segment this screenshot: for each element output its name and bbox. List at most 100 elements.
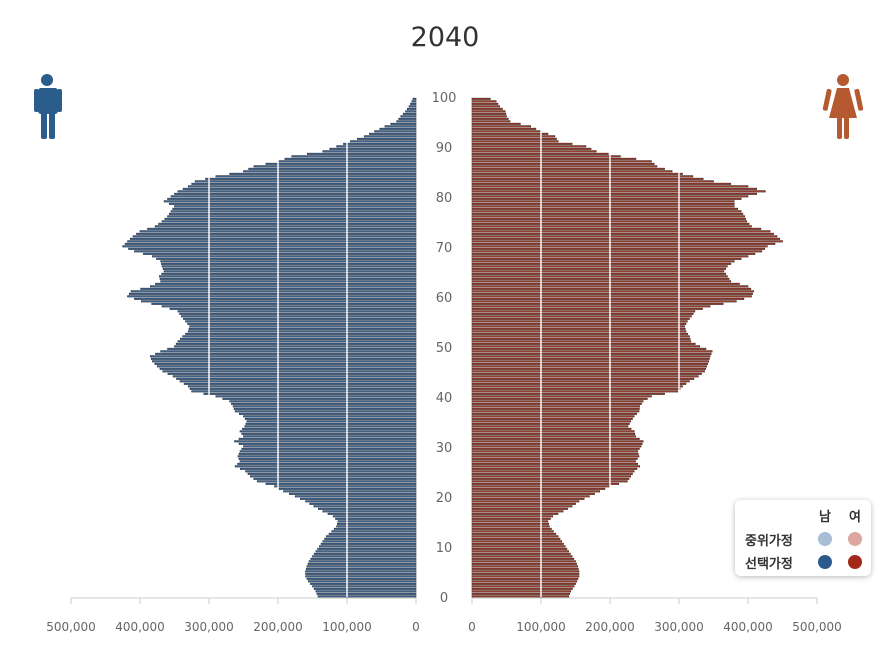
female-bar[interactable] <box>471 157 637 160</box>
male-bar[interactable] <box>152 255 417 258</box>
female-bar[interactable] <box>471 200 735 203</box>
male-bar[interactable] <box>412 97 417 100</box>
male-bar[interactable] <box>177 310 417 313</box>
female-bar[interactable] <box>471 240 783 243</box>
female-bar[interactable] <box>471 515 554 518</box>
female-bar[interactable] <box>471 397 648 400</box>
male-bar[interactable] <box>185 332 417 335</box>
male-bar[interactable] <box>215 395 417 398</box>
female-bar[interactable] <box>471 580 578 583</box>
female-bar[interactable] <box>471 272 726 275</box>
male-bar[interactable] <box>232 405 417 408</box>
female-bar[interactable] <box>471 425 629 428</box>
male-bar[interactable] <box>369 132 417 135</box>
male-bar[interactable] <box>319 545 417 548</box>
male-bar[interactable] <box>265 482 417 485</box>
female-bar[interactable] <box>471 495 590 498</box>
male-bar[interactable] <box>185 320 417 323</box>
male-bar[interactable] <box>161 262 417 265</box>
female-bar[interactable] <box>471 350 713 353</box>
male-bar[interactable] <box>336 525 417 528</box>
female-bar[interactable] <box>471 430 635 433</box>
female-bar[interactable] <box>471 247 765 250</box>
male-bar[interactable] <box>161 272 417 275</box>
male-bar[interactable] <box>179 380 417 383</box>
male-bar[interactable] <box>294 495 417 498</box>
female-bar[interactable] <box>471 162 655 165</box>
male-bar[interactable] <box>331 530 417 533</box>
female-bar[interactable] <box>471 177 704 180</box>
male-bar[interactable] <box>317 595 417 598</box>
female-bar[interactable] <box>471 427 632 430</box>
male-bar[interactable] <box>222 397 417 400</box>
female-bar[interactable] <box>471 550 569 553</box>
female-bar[interactable] <box>471 577 579 580</box>
female-bar[interactable] <box>471 215 745 218</box>
male-bar[interactable] <box>343 142 417 145</box>
female-bar[interactable] <box>471 555 573 558</box>
male-bar[interactable] <box>163 200 417 203</box>
male-bar[interactable] <box>156 257 417 260</box>
male-bar[interactable] <box>177 190 417 193</box>
male-bar[interactable] <box>305 567 417 570</box>
male-bar[interactable] <box>243 445 417 448</box>
female-bar[interactable] <box>471 432 636 435</box>
male-bar[interactable] <box>308 560 417 563</box>
female-bar[interactable] <box>471 260 735 263</box>
female-bar[interactable] <box>471 172 683 175</box>
female-bar[interactable] <box>471 235 778 238</box>
female-bar[interactable] <box>471 187 757 190</box>
female-bar[interactable] <box>471 102 499 105</box>
male-bar[interactable] <box>291 155 417 158</box>
female-bar[interactable] <box>471 360 710 363</box>
male-bar[interactable] <box>151 357 417 360</box>
female-bar[interactable] <box>471 305 711 308</box>
female-bar[interactable] <box>471 132 549 135</box>
female-bar[interactable] <box>471 562 577 565</box>
female-bar[interactable] <box>471 572 580 575</box>
female-bar[interactable] <box>471 280 732 283</box>
male-bar[interactable] <box>405 110 417 113</box>
female-bar[interactable] <box>471 192 757 195</box>
female-bar[interactable] <box>471 560 576 563</box>
male-bar[interactable] <box>170 195 417 198</box>
female-bar[interactable] <box>471 355 711 358</box>
female-bar[interactable] <box>471 320 688 323</box>
female-bar[interactable] <box>471 517 551 520</box>
female-bar[interactable] <box>471 542 564 545</box>
male-bar[interactable] <box>238 437 417 440</box>
male-bar[interactable] <box>309 502 417 505</box>
male-bar[interactable] <box>237 455 417 458</box>
female-bar[interactable] <box>471 492 595 495</box>
female-bar[interactable] <box>471 225 752 228</box>
female-bar[interactable] <box>471 472 633 475</box>
male-bar[interactable] <box>246 420 417 423</box>
female-bar[interactable] <box>471 465 641 468</box>
female-bar[interactable] <box>471 202 735 205</box>
male-bar[interactable] <box>243 170 417 173</box>
male-bar[interactable] <box>155 282 417 285</box>
male-bar[interactable] <box>154 362 417 365</box>
female-bar[interactable] <box>471 332 688 335</box>
male-bar[interactable] <box>253 477 417 480</box>
female-bar[interactable] <box>471 282 740 285</box>
female-bar[interactable] <box>471 232 774 235</box>
male-bar[interactable] <box>150 355 417 358</box>
male-bar[interactable] <box>176 377 417 380</box>
male-bar[interactable] <box>256 480 417 483</box>
male-bar[interactable] <box>239 460 417 463</box>
male-bar[interactable] <box>253 165 417 168</box>
female-bar[interactable] <box>471 120 511 123</box>
female-bar[interactable] <box>471 387 681 390</box>
male-bar[interactable] <box>284 157 417 160</box>
male-bar[interactable] <box>374 130 417 133</box>
female-bar[interactable] <box>471 540 563 543</box>
male-bar[interactable] <box>189 325 417 328</box>
female-bar[interactable] <box>471 277 730 280</box>
male-bar[interactable] <box>310 557 417 560</box>
male-bar[interactable] <box>215 175 417 178</box>
female-bar[interactable] <box>471 402 642 405</box>
male-bar[interactable] <box>127 295 417 298</box>
male-bar[interactable] <box>168 212 417 215</box>
male-bar[interactable] <box>313 552 417 555</box>
